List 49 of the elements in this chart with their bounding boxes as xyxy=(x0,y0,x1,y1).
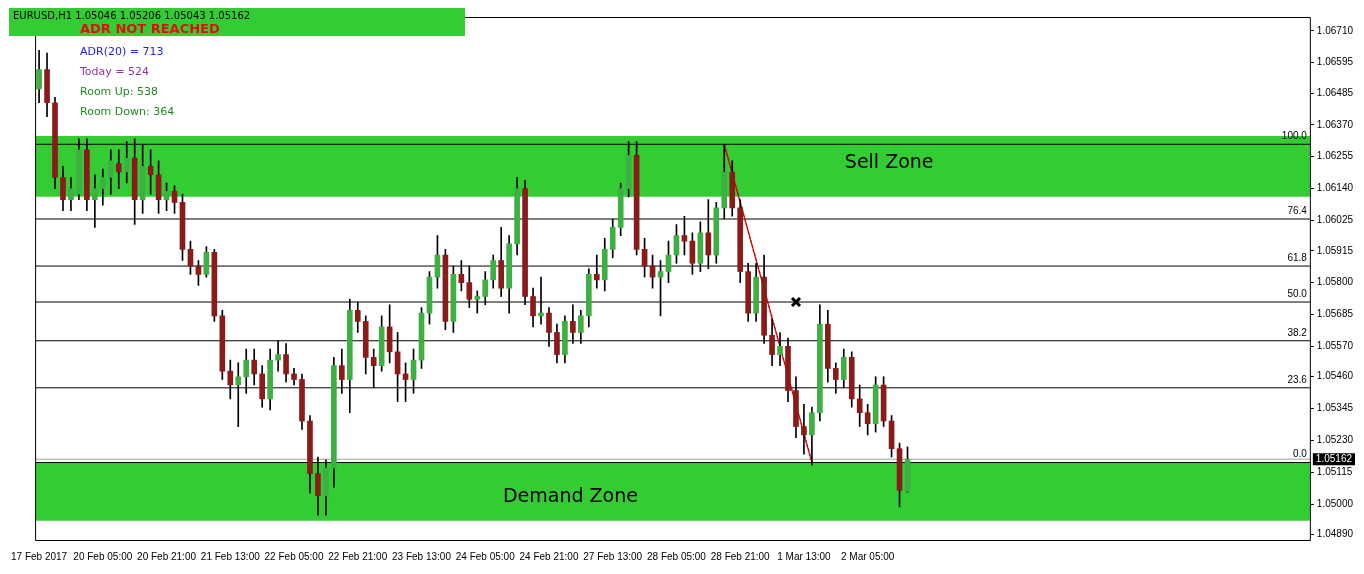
x-tick-label: 22 Feb 05:00 xyxy=(264,550,324,562)
x-tick-label: 28 Feb 05:00 xyxy=(646,550,707,562)
candlestick xyxy=(115,149,122,189)
y-tick-label: 1.06025 xyxy=(1316,214,1354,226)
ref-line-label: 1.05162 xyxy=(1315,452,1353,464)
x-tick-label: 21 Feb 13:00 xyxy=(200,550,261,562)
x-tick-label: 20 Feb 05:00 xyxy=(73,550,133,562)
x-tick-label: 23 Feb 13:00 xyxy=(392,550,452,562)
annotation: 0.0 xyxy=(1292,448,1308,460)
candlestick xyxy=(801,404,807,455)
y-tick-label: 1.05000 xyxy=(1316,497,1354,509)
annotation: 76.4 xyxy=(1287,204,1308,216)
chart-title: EURUSD,H1 1.05046 1.05206 1.05043 1.05162 xyxy=(12,9,252,23)
x-tick-label: 24 Feb 21:00 xyxy=(519,550,579,562)
y-tick-label: 1.05460 xyxy=(1316,370,1354,382)
y-tick-label: 1.06595 xyxy=(1316,56,1354,68)
y-tick-label: 1.06370 xyxy=(1316,118,1354,130)
y-tick-label: 1.06140 xyxy=(1316,182,1354,194)
y-tick-label: 1.04890 xyxy=(1316,528,1354,540)
annotation: ADR NOT REACHED xyxy=(80,21,220,38)
y-tick-label: 1.05915 xyxy=(1316,244,1354,256)
y-tick-label: 1.05230 xyxy=(1316,434,1354,446)
annotation: 38.2 xyxy=(1287,326,1308,338)
annotation: 23.6 xyxy=(1287,373,1308,385)
y-tick-label: 1.05570 xyxy=(1316,340,1354,352)
band-label: Sell Zone xyxy=(844,150,934,173)
annotation: 61.8 xyxy=(1287,251,1308,263)
annotation: Room Down: 364 xyxy=(80,104,176,120)
x-tick-label: 17 Feb 2017 xyxy=(10,550,68,562)
y-tick-label: 1.05685 xyxy=(1316,308,1354,320)
x-tick-label: 22 Feb 21:00 xyxy=(328,550,388,562)
band-label: Demand Zone xyxy=(502,484,638,507)
y-tick-label: 1.06255 xyxy=(1316,150,1354,162)
annotation: ADR(20) = 713 xyxy=(80,44,165,60)
y-tick-label: 1.06710 xyxy=(1316,24,1354,36)
x-tick-label: 2 Mar 05:00 xyxy=(840,550,895,562)
y-tick-label: 1.05115 xyxy=(1316,465,1353,477)
x-tick-label: 28 Feb 21:00 xyxy=(710,550,771,562)
y-tick-label: 1.05800 xyxy=(1316,276,1354,288)
x-tick-label: 24 Feb 05:00 xyxy=(455,550,516,562)
y-tick-label: 1.06485 xyxy=(1316,86,1354,98)
annotation: 100.0 xyxy=(1281,130,1308,142)
x-tick-label: 27 Feb 13:00 xyxy=(583,550,643,562)
x-tick-label: 20 Feb 21:00 xyxy=(137,550,197,562)
annotation: Today = 524 xyxy=(80,64,151,80)
y-tick-label: 1.05345 xyxy=(1316,402,1354,414)
annotation: 50.0 xyxy=(1287,287,1308,299)
annotation: Room Up: 538 xyxy=(80,84,160,100)
x-tick-label: 1 Mar 13:00 xyxy=(777,550,832,562)
